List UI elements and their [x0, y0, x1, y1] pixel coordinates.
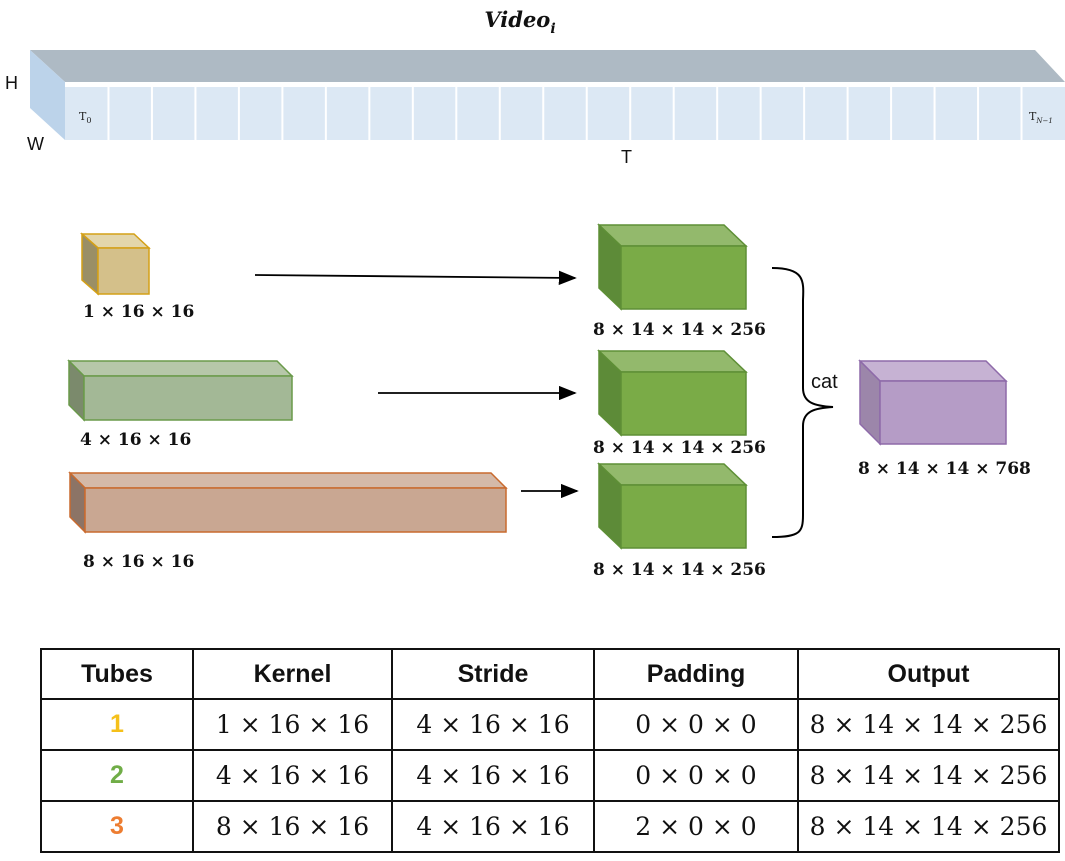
padding-cell: 2 × 0 × 0 — [593, 800, 799, 853]
header-padding: Padding — [593, 648, 799, 700]
axis-t-label: T — [621, 147, 632, 167]
output-cube-2-label: 8 × 14 × 14 × 256 — [593, 438, 766, 458]
tubes-table: Tubes Kernel Stride Padding Output 1 1 ×… — [40, 648, 1060, 853]
tube-embedding-diagram: Videoi T0 TN−1 H W T 1 × 16 × 16 4 × 16 … — [5, 7, 1065, 580]
input-tube-3-label: 8 × 16 × 16 — [83, 552, 194, 572]
output-cube-1 — [597, 223, 748, 311]
video-front-face — [65, 87, 1065, 140]
header-tubes: Tubes — [40, 648, 194, 700]
video-side-face — [30, 50, 65, 140]
arrow-tube-1 — [254, 270, 577, 286]
video-frame-dividers — [107, 87, 1023, 140]
input-tube-2 — [67, 359, 294, 422]
axis-h-label: H — [5, 73, 18, 93]
result-cube-label: 8 × 14 × 14 × 768 — [858, 459, 1031, 479]
input-tube-1-label: 1 × 16 × 16 — [83, 302, 194, 322]
output-cube-3-label: 8 × 14 × 14 × 256 — [593, 560, 766, 580]
header-stride: Stride — [391, 648, 595, 700]
concat-label: cat — [811, 371, 838, 393]
stride-cell: 4 × 16 × 16 — [391, 698, 595, 751]
kernel-cell: 8 × 16 × 16 — [192, 800, 393, 853]
kernel-cell: 1 × 16 × 16 — [192, 698, 393, 751]
input-tube-1 — [80, 232, 151, 296]
output-cell: 8 × 14 × 14 × 256 — [797, 800, 1060, 853]
video-title-subscript: i — [550, 21, 555, 37]
video-title: Videoi — [484, 7, 555, 37]
padding-cell: 0 × 0 × 0 — [593, 698, 799, 751]
tube-id-cell: 1 — [40, 698, 194, 751]
output-cube-3 — [597, 462, 748, 550]
frame-first-label: T0 — [79, 110, 91, 125]
video-top-face — [30, 50, 1065, 82]
output-cube-2 — [597, 349, 748, 437]
input-tube-2-label: 4 × 16 × 16 — [80, 430, 191, 450]
output-cell: 8 × 14 × 14 × 256 — [797, 749, 1060, 802]
table-header-row: Tubes Kernel Stride Padding Output — [40, 648, 1060, 700]
stride-cell: 4 × 16 × 16 — [391, 800, 595, 853]
concat-brace — [771, 267, 834, 538]
frame-last-label: TN−1 — [1029, 110, 1053, 125]
table-row: 2 4 × 16 × 16 4 × 16 × 16 0 × 0 × 0 8 × … — [40, 749, 1060, 802]
kernel-cell: 4 × 16 × 16 — [192, 749, 393, 802]
axis-w-label: W — [27, 134, 44, 154]
header-kernel: Kernel — [192, 648, 393, 700]
stride-cell: 4 × 16 × 16 — [391, 749, 595, 802]
output-cube-1-label: 8 × 14 × 14 × 256 — [593, 320, 766, 340]
header-output: Output — [797, 648, 1060, 700]
output-cell: 8 × 14 × 14 × 256 — [797, 698, 1060, 751]
input-tube-3 — [68, 471, 508, 534]
tube-id-cell: 2 — [40, 749, 194, 802]
table-row: 1 1 × 16 × 16 4 × 16 × 16 0 × 0 × 0 8 × … — [40, 698, 1060, 751]
padding-cell: 0 × 0 × 0 — [593, 749, 799, 802]
table-row: 3 8 × 16 × 16 4 × 16 × 16 2 × 0 × 0 8 × … — [40, 800, 1060, 853]
tube-id-cell: 3 — [40, 800, 194, 853]
video-volume: T0 TN−1 — [30, 50, 1065, 140]
result-cube — [858, 359, 1008, 446]
